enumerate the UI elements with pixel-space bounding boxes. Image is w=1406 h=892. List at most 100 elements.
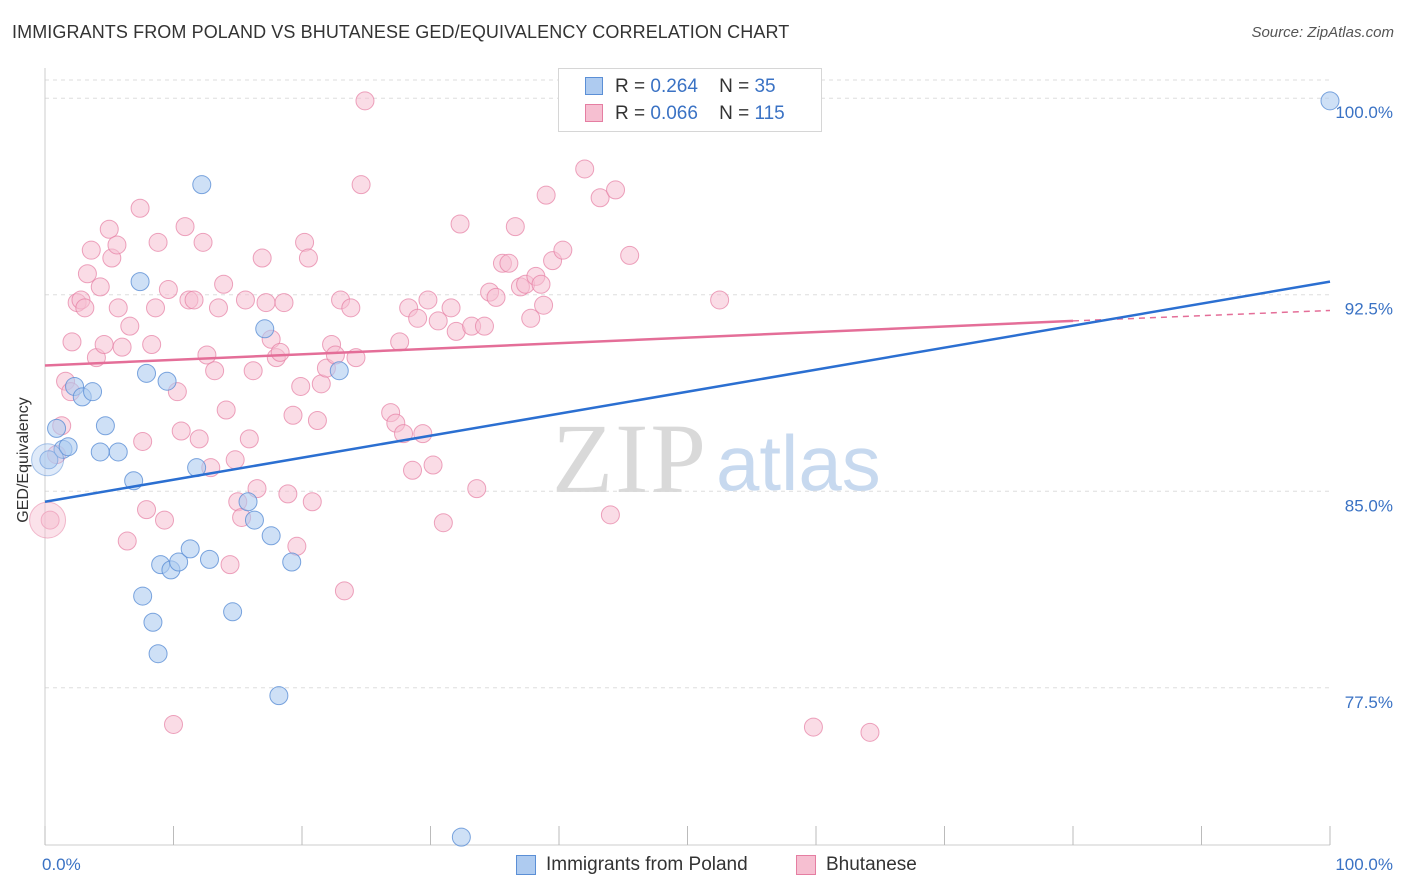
bhutanese-point xyxy=(120,316,140,336)
bhutanese-point xyxy=(252,248,272,268)
poland-point xyxy=(261,526,281,546)
bhutanese-point xyxy=(334,581,354,601)
bhutanese-point xyxy=(214,274,234,294)
poland-points xyxy=(31,91,1340,847)
bhutanese-point xyxy=(531,274,551,294)
series-legend-bhutanese: Bhutanese xyxy=(796,852,917,878)
bhutanese-point xyxy=(390,332,410,352)
bhutanese-point xyxy=(216,400,236,420)
bhutanese-point xyxy=(860,722,880,742)
poland-point xyxy=(180,539,200,559)
bhutanese-point xyxy=(606,180,626,200)
bhutanese-point xyxy=(94,335,114,355)
bhutanese-point xyxy=(220,555,240,575)
bhutanese-legend-swatch xyxy=(796,855,816,875)
poland-point xyxy=(1320,91,1340,111)
bhutanese-point xyxy=(62,332,82,352)
trend-lines xyxy=(44,280,1331,503)
bhutanese-point xyxy=(474,316,494,336)
poland-point-cluster xyxy=(31,443,65,477)
bhutanese-point xyxy=(158,279,178,299)
bhutanese-point xyxy=(575,159,595,179)
bhutanese-swatch xyxy=(585,104,603,122)
bhutanese-point xyxy=(117,531,137,551)
poland-point xyxy=(329,361,349,381)
bhutanese-point xyxy=(710,290,730,310)
legend-n-label: N = xyxy=(719,76,750,97)
x-tick-label-min: 0.0% xyxy=(42,855,81,874)
poland-point xyxy=(130,272,150,292)
y-tick-label: 100.0% xyxy=(1335,103,1393,122)
grid-lines xyxy=(45,79,1330,689)
bhutanese-point xyxy=(418,290,438,310)
bhutanese-point xyxy=(620,245,640,265)
bhutanese-point xyxy=(803,717,823,737)
series-legend: Immigrants from Poland Bhutanese xyxy=(0,852,1406,878)
source-credit: Source: ZipAtlas.com xyxy=(1251,24,1394,41)
bhutanese-point xyxy=(108,298,128,318)
bhutanese-point xyxy=(534,295,554,315)
poland-point xyxy=(108,442,128,462)
bhutanese-point xyxy=(208,298,228,318)
bhutanese-point xyxy=(146,298,166,318)
bhutanese-point xyxy=(355,91,375,111)
bhutanese-point xyxy=(325,345,345,365)
x-tick-label-max: 100.0% xyxy=(1335,855,1393,874)
bhutanese-point xyxy=(521,308,541,328)
bhutanese-point xyxy=(81,240,101,260)
correlation-legend: R = 0.264 N = 35 R = 0.066 N = 115 xyxy=(558,68,822,132)
bhutanese-point xyxy=(193,232,213,252)
bhutanese-point xyxy=(137,500,157,520)
bhutanese-point xyxy=(133,431,153,451)
bhutanese-point xyxy=(225,450,245,470)
series-legend-bhutanese-label: Bhutanese xyxy=(826,854,917,875)
y-tick-label: 85.0% xyxy=(1345,496,1393,515)
legend-n-value-bhutanese: 115 xyxy=(754,103,785,124)
poland-trend-line xyxy=(44,280,1331,503)
bhutanese-point-cluster xyxy=(29,501,67,539)
poland-point xyxy=(169,552,189,572)
bhutanese-point xyxy=(175,217,195,237)
chart-title: IMMIGRANTS FROM POLAND VS BHUTANESE GED/… xyxy=(12,22,790,42)
bhutanese-point xyxy=(164,714,183,734)
bhutanese-point xyxy=(142,335,162,355)
series-legend-poland-label: Immigrants from Poland xyxy=(546,854,748,875)
bhutanese-point xyxy=(341,298,361,318)
bhutanese-point xyxy=(197,345,217,365)
bhutanese-point xyxy=(107,235,127,255)
poland-point xyxy=(47,418,67,438)
y-tick-label: 92.5% xyxy=(1345,300,1393,319)
bhutanese-point xyxy=(239,429,259,449)
bhutanese-point xyxy=(75,298,95,318)
bhutanese-point xyxy=(205,361,225,381)
bhutanese-point xyxy=(148,232,168,252)
bhutanese-trend-line xyxy=(44,319,1074,367)
poland-point xyxy=(244,510,264,530)
bhutanese-point xyxy=(243,361,263,381)
bhutanese-point xyxy=(590,188,610,208)
poland-point xyxy=(137,363,157,383)
bhutanese-point xyxy=(423,455,443,475)
bhutanese-point xyxy=(298,248,318,268)
poland-point xyxy=(58,437,78,457)
bhutanese-point xyxy=(600,505,620,525)
poland-point xyxy=(39,450,59,470)
bhutanese-point xyxy=(413,424,433,444)
bhutanese-point xyxy=(441,298,461,318)
legend-r-value-bhutanese: 0.066 xyxy=(650,103,698,124)
poland-point xyxy=(90,442,110,462)
bhutanese-point xyxy=(283,405,303,425)
bhutanese-point xyxy=(270,342,290,362)
bhutanese-point xyxy=(403,460,423,480)
bhutanese-point xyxy=(428,311,448,331)
poland-point xyxy=(282,552,302,572)
bhutanese-point xyxy=(302,492,322,512)
bhutanese-point xyxy=(450,214,470,234)
bhutanese-point xyxy=(130,198,150,218)
bhutanese-point xyxy=(155,510,175,530)
bhutanese-point xyxy=(90,277,110,297)
bhutanese-point xyxy=(256,293,276,313)
poland-point xyxy=(223,602,243,622)
poland-point xyxy=(451,827,471,847)
